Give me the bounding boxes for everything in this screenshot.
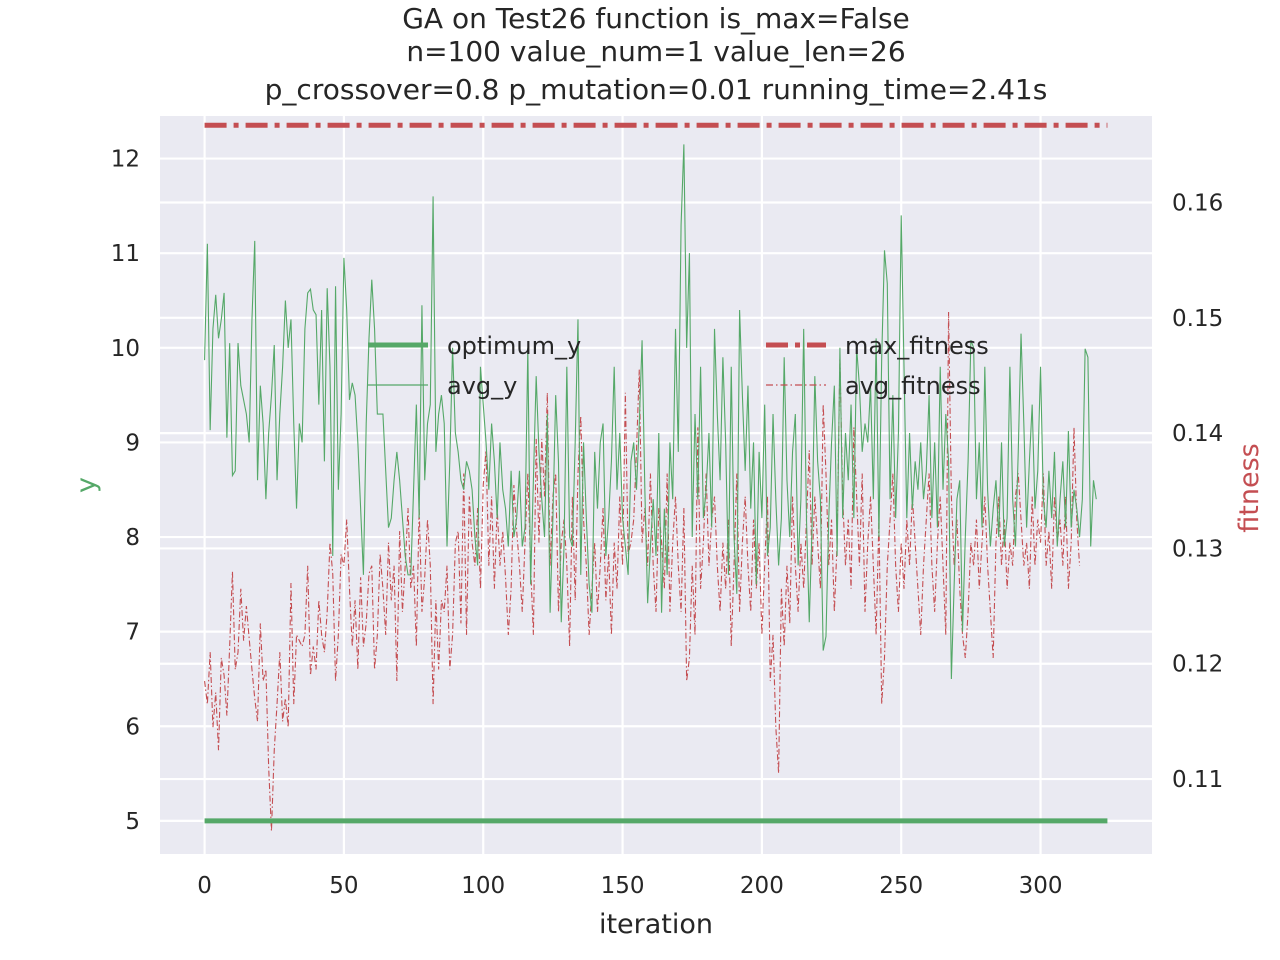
x-axis-ticks: 0 50 100 150 200 250 300 xyxy=(197,873,1062,899)
y2-tick-3: 0.14 xyxy=(1172,421,1223,447)
y-tick-8: 8 xyxy=(125,525,140,551)
y2-tick-4: 0.15 xyxy=(1172,306,1223,332)
y-tick-12: 12 xyxy=(111,147,140,173)
series-avg-fitness xyxy=(204,312,1081,831)
chart-title-line-1: GA on Test26 function is_max=False xyxy=(402,2,910,35)
legend-left: optimum_y avg_y xyxy=(368,332,581,400)
y2-axis-label: fitness xyxy=(1234,443,1265,532)
legend-max-fitness-label: max_fitness xyxy=(845,332,989,360)
x-tick-300: 300 xyxy=(1019,873,1063,899)
legend-right: max_fitness avg_fitness xyxy=(766,332,989,400)
x-tick-200: 200 xyxy=(740,873,784,899)
y-tick-7: 7 xyxy=(125,620,140,646)
y-tick-9: 9 xyxy=(125,430,140,456)
x-tick-0: 0 xyxy=(197,873,212,899)
legend-avg-y-label: avg_y xyxy=(447,372,517,400)
y2-tick-1: 0.12 xyxy=(1172,652,1223,678)
y2-axis-ticks: 0.11 0.12 0.13 0.14 0.15 0.16 xyxy=(1172,190,1223,793)
series-avg-y xyxy=(204,144,1097,679)
x-axis-label: iteration xyxy=(599,909,713,940)
plot-area xyxy=(160,116,1152,854)
y2-tick-2: 0.13 xyxy=(1172,536,1223,562)
x-tick-150: 150 xyxy=(601,873,645,899)
y-tick-5: 5 xyxy=(125,809,140,835)
chart-title-line-2: n=100 value_num=1 value_len=26 xyxy=(406,35,905,68)
legend-avg-fitness-label: avg_fitness xyxy=(845,372,981,400)
y2-tick-0: 0.11 xyxy=(1172,767,1223,793)
chart-title-line-3: p_crossover=0.8 p_mutation=0.01 running_… xyxy=(265,73,1048,106)
y2-tick-5: 0.16 xyxy=(1172,190,1223,216)
x-tick-100: 100 xyxy=(461,873,505,899)
legend-optimum-y-label: optimum_y xyxy=(447,332,581,360)
y-axis-label: y xyxy=(71,477,102,493)
x-tick-50: 50 xyxy=(329,873,358,899)
series-layer xyxy=(204,122,1108,831)
y-tick-10: 10 xyxy=(111,336,140,362)
y-axis-ticks: 5 6 7 8 9 10 11 12 xyxy=(111,147,140,835)
y-tick-11: 11 xyxy=(111,241,140,267)
y-tick-6: 6 xyxy=(125,714,140,740)
x-tick-250: 250 xyxy=(879,873,923,899)
